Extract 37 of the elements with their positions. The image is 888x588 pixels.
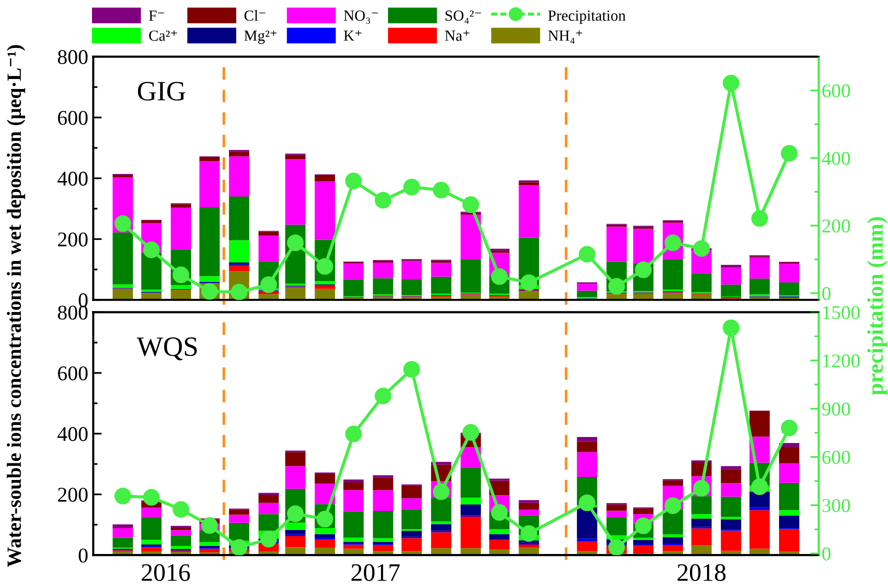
y2-tick-label: 900	[822, 402, 850, 416]
y2-tick-label: 1500	[823, 306, 860, 320]
y2-tick-label: 300	[822, 499, 850, 512]
y-tick-label: 200	[58, 232, 88, 247]
legend-label: NO₃⁻	[344, 10, 378, 24]
y-tick-label: 800	[58, 50, 88, 64]
y-tick-label: 400	[58, 172, 88, 186]
y-tick-label: 600	[58, 366, 88, 380]
y-tick-label: 400	[58, 427, 88, 442]
y2-tick-label: 600	[822, 84, 850, 98]
annotation: WQS	[136, 337, 197, 360]
legend-label: Mg²⁺	[244, 30, 277, 44]
legend-label: K⁺	[344, 30, 362, 41]
legend-label: Precipitation	[548, 10, 626, 24]
legend-label: Cl⁻	[244, 10, 266, 21]
legend-label: SO₄²⁻	[446, 10, 482, 24]
y2-tick-label: 0	[822, 547, 830, 560]
legend-label: Ca²⁺	[149, 30, 178, 41]
y-tick-label: 200	[58, 488, 88, 502]
y-tick-label: 800	[58, 306, 88, 320]
y2-tick-label: 400	[822, 152, 850, 165]
legend-label: F⁻	[148, 10, 164, 21]
y-tick-label: 0	[78, 293, 88, 308]
y-axis-title: Water-souble ions concentrations in wet deposition (μeq·L⁻¹)	[6, 45, 26, 567]
annotation: GIG	[138, 82, 186, 101]
x-tick-label: 2016	[142, 564, 190, 581]
y2-tick-label: 600	[822, 450, 850, 464]
y2-tick-label: 200	[822, 219, 850, 233]
legend-label: NH₄⁺	[548, 30, 582, 44]
y2-tick-label: 0	[822, 286, 830, 300]
legend-label: Na⁺	[444, 30, 470, 41]
y2-axis-title: precipitation (mm)	[867, 217, 888, 396]
x-tick-label: 2017	[352, 564, 400, 581]
y2-tick-label: 1200	[823, 354, 860, 368]
y-tick-label: 0	[78, 548, 88, 563]
y-tick-label: 600	[58, 110, 88, 125]
x-tick-label: 2018	[678, 564, 726, 581]
